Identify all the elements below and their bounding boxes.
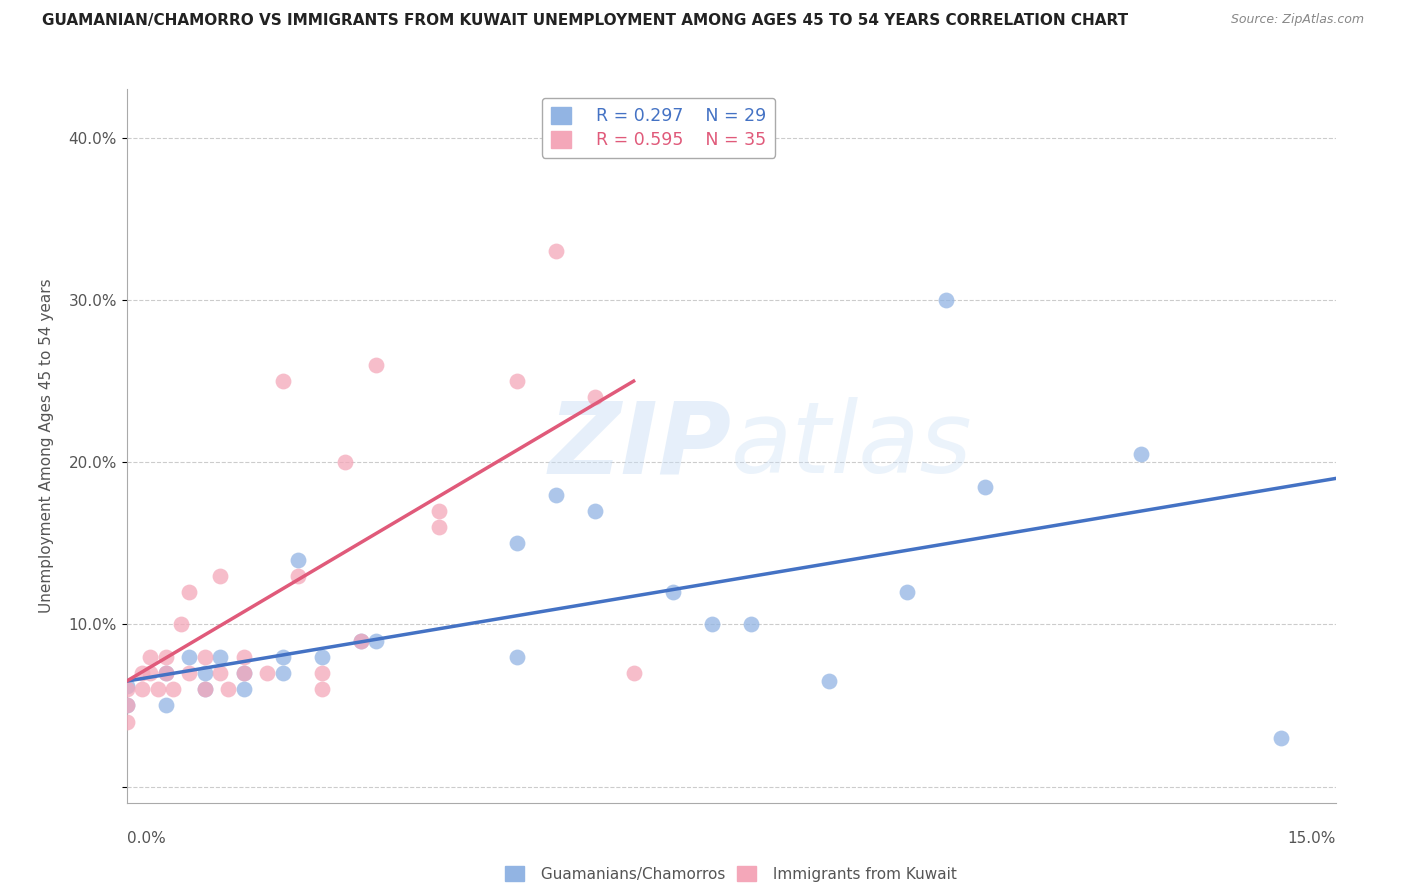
Point [162, 682, 184, 697]
Point [232, 666, 254, 681]
Point [311, 649, 333, 664]
Point [217, 682, 239, 697]
Point [139, 649, 162, 664]
Point [661, 585, 683, 599]
Point [1270, 731, 1292, 745]
Point [1129, 447, 1152, 461]
Point [193, 666, 215, 681]
Point [740, 617, 762, 632]
Text: GUAMANIAN/CHAMORRO VS IMMIGRANTS FROM KUWAIT UNEMPLOYMENT AMONG AGES 45 TO 54 YE: GUAMANIAN/CHAMORRO VS IMMIGRANTS FROM KU… [42, 13, 1128, 29]
Point [366, 633, 388, 648]
Point [155, 666, 177, 681]
Point [193, 649, 215, 664]
Point [155, 649, 177, 664]
Point [544, 488, 567, 502]
Text: atlas: atlas [731, 398, 973, 494]
Point [155, 698, 177, 713]
Point [271, 666, 294, 681]
Point [505, 536, 527, 550]
Point [896, 585, 918, 599]
Point [209, 666, 232, 681]
Point [146, 682, 169, 697]
Point [155, 666, 177, 681]
Point [115, 698, 138, 713]
Point [193, 682, 215, 697]
Legend:  Guamanians/Chamorros,  Immigrants from Kuwait: Guamanians/Chamorros, Immigrants from Ku… [499, 860, 963, 888]
Point [177, 649, 200, 664]
Point [115, 679, 138, 693]
Text: 15.0%: 15.0% [1288, 831, 1336, 846]
Point [209, 649, 232, 664]
Text: ZIP: ZIP [548, 398, 731, 494]
Point [271, 374, 294, 388]
Point [177, 666, 200, 681]
Point [232, 666, 254, 681]
Point [232, 649, 254, 664]
Point [505, 374, 527, 388]
Point [583, 504, 606, 518]
Point [311, 682, 333, 697]
Point [973, 479, 995, 493]
Point [817, 674, 839, 689]
Point [193, 682, 215, 697]
Point [583, 390, 606, 404]
Point [623, 666, 645, 681]
Point [131, 682, 153, 697]
Point [505, 649, 527, 664]
Point [209, 568, 232, 582]
Point [544, 244, 567, 259]
Point [349, 633, 371, 648]
Point [935, 293, 957, 307]
Point [271, 649, 294, 664]
Text: Source: ZipAtlas.com: Source: ZipAtlas.com [1230, 13, 1364, 27]
Point [177, 585, 200, 599]
Point [427, 504, 450, 518]
Point [170, 617, 193, 632]
Y-axis label: Unemployment Among Ages 45 to 54 years: Unemployment Among Ages 45 to 54 years [39, 278, 55, 614]
Point [115, 698, 138, 713]
Point [700, 617, 723, 632]
Point [131, 666, 153, 681]
Point [311, 666, 333, 681]
Point [232, 682, 254, 697]
Point [333, 455, 356, 469]
Point [349, 633, 371, 648]
Point [427, 520, 450, 534]
Point [366, 358, 388, 372]
Point [115, 714, 138, 729]
Point [256, 666, 278, 681]
Point [115, 682, 138, 697]
Point [287, 552, 309, 566]
Text: 0.0%: 0.0% [127, 831, 166, 846]
Point [287, 568, 309, 582]
Point [139, 666, 162, 681]
